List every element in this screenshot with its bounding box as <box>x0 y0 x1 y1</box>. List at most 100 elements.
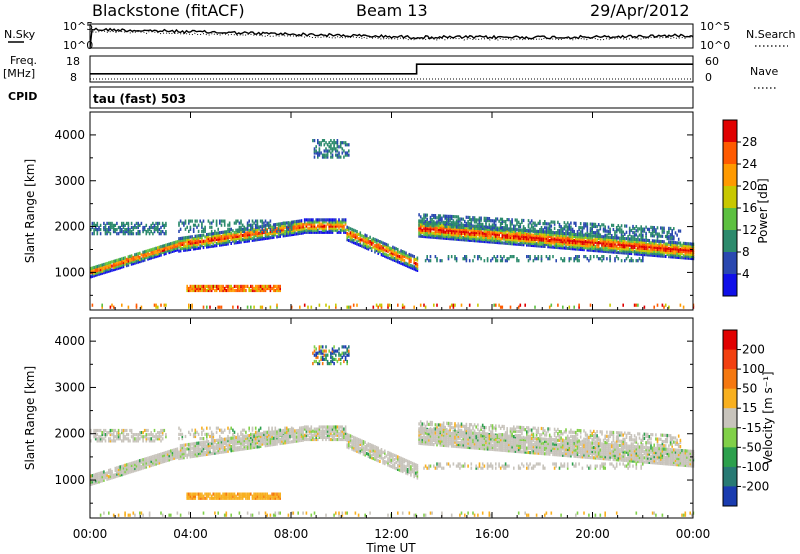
heatmap-cell <box>429 215 432 219</box>
heatmap-cell <box>96 267 99 271</box>
heatmap-cell <box>366 238 368 242</box>
heatmap-cell <box>519 222 522 226</box>
heatmap-cell <box>570 242 572 247</box>
heatmap-cell <box>108 477 110 481</box>
heatmap-cell <box>612 242 615 246</box>
heatmap-cell <box>274 223 277 227</box>
heatmap-cell <box>106 433 108 437</box>
heatmap-cell <box>684 254 687 258</box>
heatmap-cell <box>460 231 463 235</box>
heatmap-cell <box>112 261 115 266</box>
heatmap-cell <box>542 244 544 248</box>
heatmap-cell <box>356 236 358 240</box>
heatmap-cell <box>129 256 131 260</box>
heatmap-cell <box>223 288 226 293</box>
heatmap-cell <box>206 446 208 450</box>
heatmap-cell <box>687 250 690 254</box>
heatmap-cell <box>583 248 585 252</box>
heatmap-cell <box>449 305 451 309</box>
heatmap-cell <box>157 435 159 439</box>
heatmap-cell <box>295 222 298 226</box>
heatmap-cell <box>401 254 404 258</box>
heatmap-cell <box>352 228 355 232</box>
heatmap-cell <box>248 237 250 241</box>
heatmap-cell <box>648 253 651 257</box>
heatmap-cell <box>578 305 580 309</box>
heatmap-cell <box>352 238 355 243</box>
heatmap-cell <box>292 427 295 431</box>
heatmap-cell <box>424 215 427 219</box>
heatmap-cell <box>232 237 234 241</box>
heatmap-cell <box>454 237 456 241</box>
heatmap-cell <box>666 248 669 252</box>
heatmap-cell <box>609 250 611 254</box>
heatmap-cell <box>116 437 118 441</box>
heatmap-cell <box>124 258 126 262</box>
heatmap-cell <box>179 450 182 454</box>
heatmap-cell <box>155 228 157 232</box>
heatmap-cell <box>321 226 324 230</box>
heatmap-cell <box>173 243 175 247</box>
heatmap-cell <box>392 254 394 258</box>
heatmap-cell <box>157 230 159 234</box>
heatmap-cell <box>357 239 360 243</box>
heatmap-cell <box>617 236 620 240</box>
heatmap-cell <box>289 440 291 444</box>
heatmap-cell <box>594 231 597 235</box>
heatmap-cell <box>325 218 327 222</box>
heatmap-cell <box>656 236 659 240</box>
heatmap-cell <box>462 223 464 227</box>
heatmap-cell <box>212 432 215 436</box>
heatmap-cell <box>370 248 373 252</box>
heatmap-cell <box>114 223 117 227</box>
heatmap-cell <box>478 233 481 237</box>
heatmap-cell <box>248 223 250 227</box>
heatmap-cell <box>222 450 224 454</box>
heatmap-cell <box>117 467 120 472</box>
heatmap-cell <box>401 303 404 307</box>
heatmap-cell <box>230 286 232 291</box>
heatmap-cell <box>286 426 288 430</box>
heatmap-cell <box>168 449 170 454</box>
heatmap-cell <box>258 237 260 241</box>
heatmap-cell <box>228 430 231 434</box>
heatmap-cell <box>258 445 260 449</box>
heatmap-cell <box>248 239 250 243</box>
heatmap-cell <box>127 263 130 267</box>
heatmap-cell <box>511 233 513 238</box>
heatmap-cell <box>129 260 131 265</box>
heatmap-cell <box>374 239 376 244</box>
heatmap-cell <box>152 253 154 258</box>
heatmap-cell <box>509 255 512 259</box>
heatmap-cell <box>199 451 201 455</box>
heatmap-cell <box>495 240 497 244</box>
heatmap-cell <box>109 476 112 480</box>
heatmap-cell <box>290 223 293 227</box>
heatmap-cell <box>135 258 138 263</box>
heatmap-cell <box>511 229 513 233</box>
heatmap-cell <box>449 235 451 239</box>
heatmap-cell <box>212 449 215 453</box>
heatmap-cell <box>272 284 275 288</box>
heatmap-cell <box>98 225 100 230</box>
heatmap-cell <box>220 243 223 247</box>
heatmap-cell <box>573 259 575 263</box>
heatmap-cell <box>202 453 205 457</box>
heatmap-cell <box>450 303 453 307</box>
heatmap-cell <box>552 230 554 234</box>
heatmap-cell <box>542 238 544 242</box>
heatmap-cell <box>457 215 460 219</box>
heatmap-cell <box>251 513 254 517</box>
heatmap-cell <box>251 225 254 229</box>
heatmap-cell <box>594 246 597 251</box>
heatmap-cell <box>617 224 620 228</box>
heatmap-cell <box>313 226 316 230</box>
heatmap-cell <box>624 249 626 253</box>
heatmap-cell <box>640 240 642 244</box>
heatmap-cell <box>184 240 187 244</box>
nsky-series-line <box>89 27 694 49</box>
heatmap-cell <box>140 460 143 464</box>
heatmap-cell <box>632 247 634 252</box>
heatmap-cell <box>197 288 200 293</box>
heatmap-cell <box>204 227 206 231</box>
